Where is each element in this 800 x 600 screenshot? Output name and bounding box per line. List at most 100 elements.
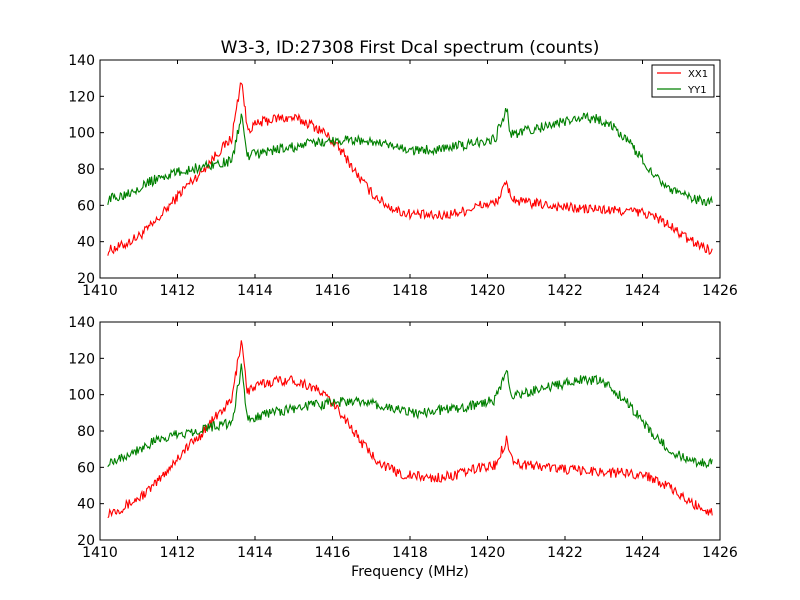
x-tick-label: 1414 [237,545,273,561]
data-point [154,179,155,180]
data-point [402,474,403,475]
data-point [626,401,627,402]
data-point [107,199,108,200]
data-point [506,369,507,370]
data-point [371,192,372,193]
data-point [417,412,418,413]
x-tick-label: 1424 [625,283,661,299]
x-tick-label: 1412 [160,283,196,299]
data-point [123,245,124,246]
data-point [386,407,387,408]
data-point [169,205,170,206]
data-point [293,380,294,381]
data-point [506,183,507,184]
top-plot: 1410 1412 1414 1416 1418 1420 1422 1424 1426 20 40… [68,53,738,299]
data-point [595,118,596,119]
data-point [448,214,449,215]
data-point [704,247,705,248]
data-point [231,400,232,401]
data-point [278,410,279,411]
x-tick-label: 1418 [392,283,428,299]
data-point [673,190,674,191]
data-point [433,148,434,149]
data-point [231,138,232,139]
data-point [309,123,310,124]
data-point [138,187,139,188]
data-point [344,416,345,417]
data-point [580,380,581,381]
x-tick-label: 1416 [315,545,351,561]
data-point [642,421,643,422]
data-point [324,403,325,404]
y-tick-label: 140 [68,53,95,69]
data-point [464,407,465,408]
data-point [506,108,507,109]
data-point [688,460,689,461]
data-point [433,410,434,411]
data-point [704,201,705,202]
data-point [564,469,565,470]
data-point [564,121,565,122]
data-point [262,121,263,122]
data-point [626,139,627,140]
data-point [309,405,310,406]
bottom-plot-series [107,340,713,519]
x-tick-label: 1420 [470,545,506,561]
data-point [402,212,403,213]
data-point [402,148,403,149]
data-point [293,147,294,148]
data-point [510,196,511,197]
y-tick-label: 60 [77,198,95,214]
data-point [510,396,511,397]
data-point [595,208,596,209]
data-point [123,194,124,195]
data-point [293,118,294,119]
y-tick-label: 120 [68,351,95,367]
data-point [371,454,372,455]
data-point [247,418,248,419]
y-tick-label: 80 [77,424,95,440]
data-point [417,214,418,215]
data-point [107,512,108,513]
y-tick-label: 100 [68,126,95,142]
data-point [185,187,186,188]
series-line-green [107,363,713,469]
data-point [386,467,387,468]
data-point [657,178,658,179]
y-tick-label: 40 [77,235,95,251]
data-point [216,425,217,426]
data-point [200,429,201,430]
data-point [417,150,418,151]
data-point [479,467,480,468]
x-tick-label: 1412 [160,545,196,561]
data-point [154,441,155,442]
data-point [247,128,248,129]
data-point [107,250,108,251]
data-point [355,401,356,402]
data-point [216,154,217,155]
data-point [549,125,550,126]
data-point [169,436,170,437]
data-point [355,139,356,140]
data-point [712,463,713,464]
data-point [247,390,248,391]
data-point [712,512,713,513]
data-point [185,432,186,433]
data-point [386,205,387,206]
data-point [479,141,480,142]
data-point [673,452,674,453]
legend-label-xx1: XX1 [688,69,708,80]
data-point [611,210,612,211]
x-tick-label: 1422 [547,545,583,561]
x-tick-label: 1410 [82,545,118,561]
data-point [355,434,356,435]
x-axis-label: Frequency (MHz) [351,564,469,580]
data-point [549,387,550,388]
data-point [642,159,643,160]
data-point [464,145,465,146]
data-point [324,141,325,142]
data-point [580,208,581,209]
data-point [611,125,612,126]
y-tick-label: 100 [68,388,95,404]
data-point [138,498,139,499]
